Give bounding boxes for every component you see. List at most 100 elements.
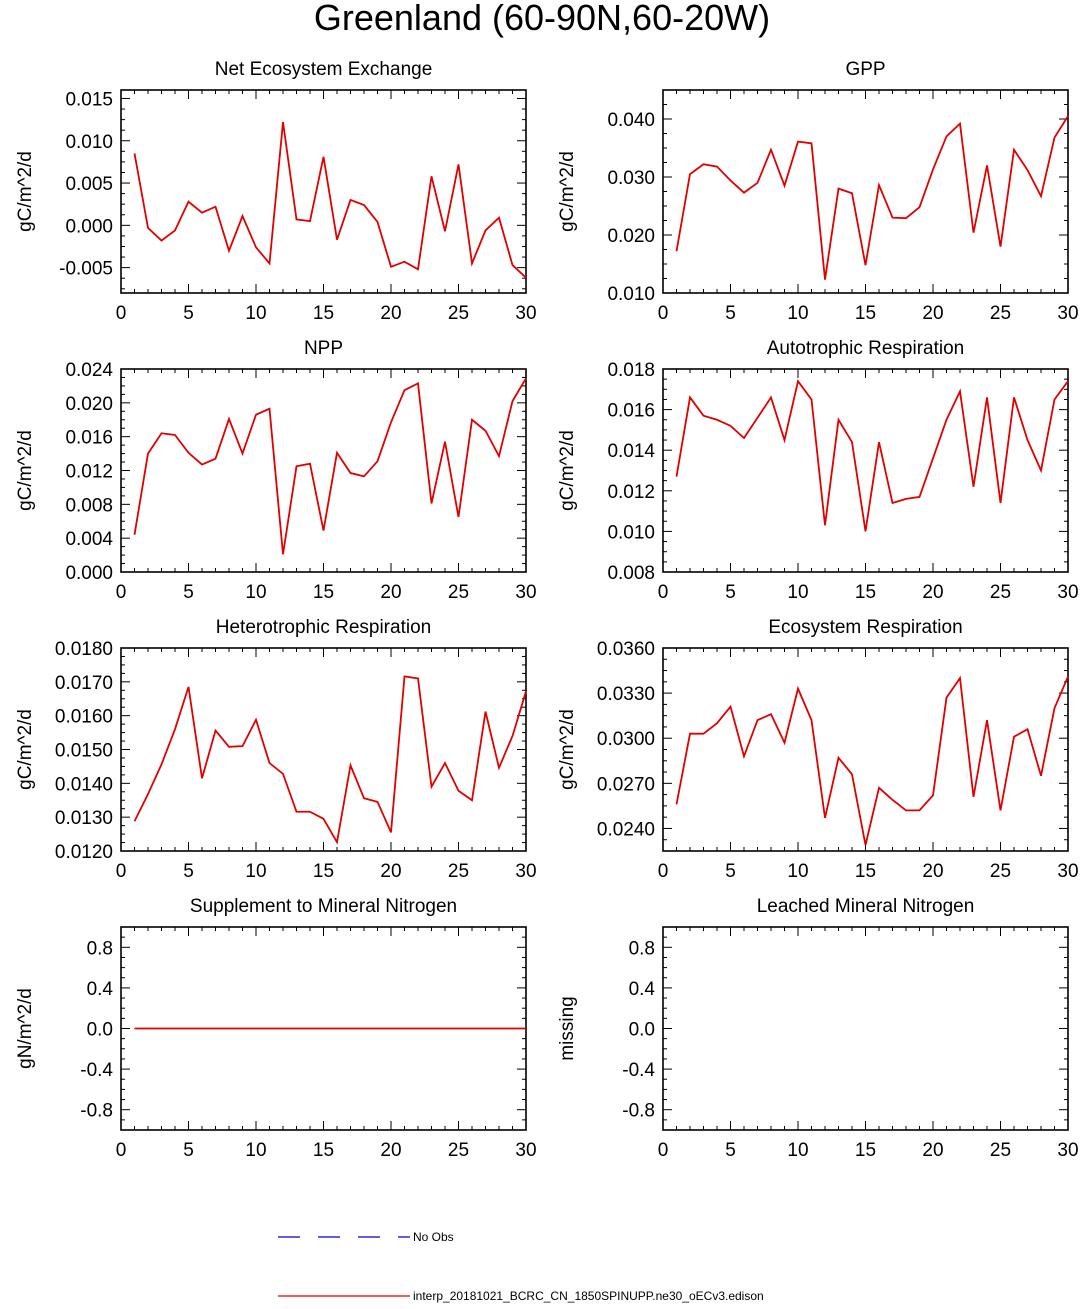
panel-net-ecosystem-exchange: Net Ecosystem Exchange gC/m^2/d 0 5 10 15 20 25…	[15, 59, 537, 324]
y-tick-label: 0.012	[65, 462, 113, 483]
plot-frame	[662, 368, 1069, 573]
x-tick-label: 30	[515, 582, 536, 603]
x-tick-label: 0	[116, 582, 127, 603]
y-tick-label: 0.014	[607, 441, 655, 462]
panel-title: Ecosystem Respiration	[768, 617, 962, 638]
x-tick-label: 20	[922, 582, 943, 603]
x-tick-label: 0	[658, 861, 669, 882]
panel-leached-mineral-nitrogen: Leached Mineral Nitrogen missing 0 5 10 15 20 2…	[557, 896, 1079, 1161]
y-tick-label: 0.0	[629, 1020, 655, 1041]
x-tick-label: 5	[183, 582, 194, 603]
x-tick-label: 5	[183, 303, 194, 324]
y-tick-label: 0.4	[629, 979, 656, 1000]
y-axis-label: gC/m^2/d	[557, 430, 578, 511]
x-tick-label: 15	[313, 1140, 334, 1161]
y-tick-label: 0.008	[65, 495, 113, 516]
series-line-model	[675, 115, 1069, 280]
x-tick-label: 30	[515, 1140, 536, 1161]
y-tick-label: 0.0270	[597, 774, 655, 795]
plot-frame	[662, 926, 1069, 1131]
x-tick-label: 0	[116, 861, 127, 882]
panel-supplement-to-mineral-nitrogen: Supplement to Mineral Nitrogen gN/m^2/d 0 5…	[15, 896, 537, 1161]
x-tick-label: 20	[922, 861, 943, 882]
y-tick-label: -0.8	[622, 1101, 655, 1122]
x-tick-label: 5	[725, 303, 736, 324]
y-tick-label: 0.016	[65, 428, 113, 449]
x-tick-label: 15	[855, 861, 876, 882]
x-tick-label: 10	[787, 582, 808, 603]
x-tick-label: 25	[448, 303, 469, 324]
x-tick-label: 0	[658, 303, 669, 324]
y-tick-label: 0.0150	[55, 741, 113, 762]
x-tick-label: 25	[990, 1140, 1011, 1161]
y-tick-label: 0.020	[65, 394, 113, 415]
y-tick-label: 0.000	[65, 563, 113, 584]
y-axis-label: gC/m^2/d	[557, 709, 578, 790]
x-tick-label: 5	[183, 861, 194, 882]
x-tick-label: 20	[380, 861, 401, 882]
x-tick-label: 0	[658, 1140, 669, 1161]
figure-title: Greenland (60-90N,60-20W)	[314, 0, 770, 38]
x-tick-label: 30	[1057, 582, 1078, 603]
y-tick-label: 0.016	[607, 401, 655, 422]
y-axis-label: gC/m^2/d	[15, 151, 36, 232]
y-tick-label: -0.4	[80, 1060, 113, 1081]
plot-frame	[662, 647, 1069, 852]
y-tick-label: 0.010	[607, 284, 655, 305]
series-line-model	[133, 122, 527, 279]
panel-title: Net Ecosystem Exchange	[215, 59, 433, 80]
panel-title: GPP	[845, 59, 885, 80]
y-tick-label: 0.012	[607, 482, 655, 503]
x-tick-label: 5	[725, 861, 736, 882]
y-axis-label: gC/m^2/d	[15, 430, 36, 511]
x-tick-label: 15	[313, 582, 334, 603]
series-line-model	[133, 675, 527, 845]
y-tick-label: 0.004	[65, 529, 113, 550]
x-tick-label: 25	[990, 582, 1011, 603]
x-tick-label: 10	[787, 861, 808, 882]
y-tick-label: 0.030	[607, 168, 655, 189]
y-tick-label: 0.010	[607, 522, 655, 543]
y-tick-label: 0.0170	[55, 673, 113, 694]
y-tick-label: 0.0360	[597, 639, 655, 660]
x-tick-label: 5	[725, 1140, 736, 1161]
x-tick-label: 25	[448, 1140, 469, 1161]
x-tick-label: 20	[380, 303, 401, 324]
panel-title: Leached Mineral Nitrogen	[757, 896, 975, 917]
x-tick-label: 10	[787, 1140, 808, 1161]
y-tick-label: 0.040	[607, 110, 655, 131]
y-tick-label: 0.0140	[55, 774, 113, 795]
x-tick-label: 15	[855, 582, 876, 603]
y-tick-label: 0.8	[629, 938, 655, 959]
y-tick-label: 0.0160	[55, 707, 113, 728]
y-tick-label: 0.000	[65, 216, 113, 237]
y-tick-label: 0.0	[87, 1020, 113, 1041]
y-tick-label: 0.010	[65, 132, 113, 153]
y-tick-label: 0.024	[65, 360, 113, 381]
y-tick-label: -0.005	[59, 259, 113, 280]
x-tick-label: 15	[855, 303, 876, 324]
panel-title: Heterotrophic Respiration	[216, 617, 431, 638]
y-axis-label: gC/m^2/d	[557, 151, 578, 232]
y-tick-label: -0.4	[622, 1060, 655, 1081]
panel-title: Supplement to Mineral Nitrogen	[190, 896, 457, 917]
x-tick-label: 30	[515, 861, 536, 882]
x-tick-label: 30	[1057, 303, 1078, 324]
y-tick-label: 0.015	[65, 89, 113, 110]
y-tick-label: -0.8	[80, 1101, 113, 1122]
y-axis-label: gN/m^2/d	[15, 988, 36, 1069]
y-tick-label: 0.0120	[55, 842, 113, 863]
x-tick-label: 0	[116, 1140, 127, 1161]
panel-gpp: GPP gC/m^2/d 0 5 10 15 20 25 30 0.010 0.020 0.030 0.…	[557, 59, 1079, 324]
y-tick-label: 0.008	[607, 563, 655, 584]
x-tick-label: 5	[725, 582, 736, 603]
y-axis-label: missing	[557, 996, 578, 1060]
y-tick-label: 0.018	[607, 360, 655, 381]
x-tick-label: 25	[990, 861, 1011, 882]
y-tick-label: 0.0180	[55, 639, 113, 660]
y-tick-label: 0.020	[607, 226, 655, 247]
panel-title: NPP	[304, 338, 343, 359]
x-tick-label: 30	[515, 303, 536, 324]
x-tick-label: 0	[658, 582, 669, 603]
